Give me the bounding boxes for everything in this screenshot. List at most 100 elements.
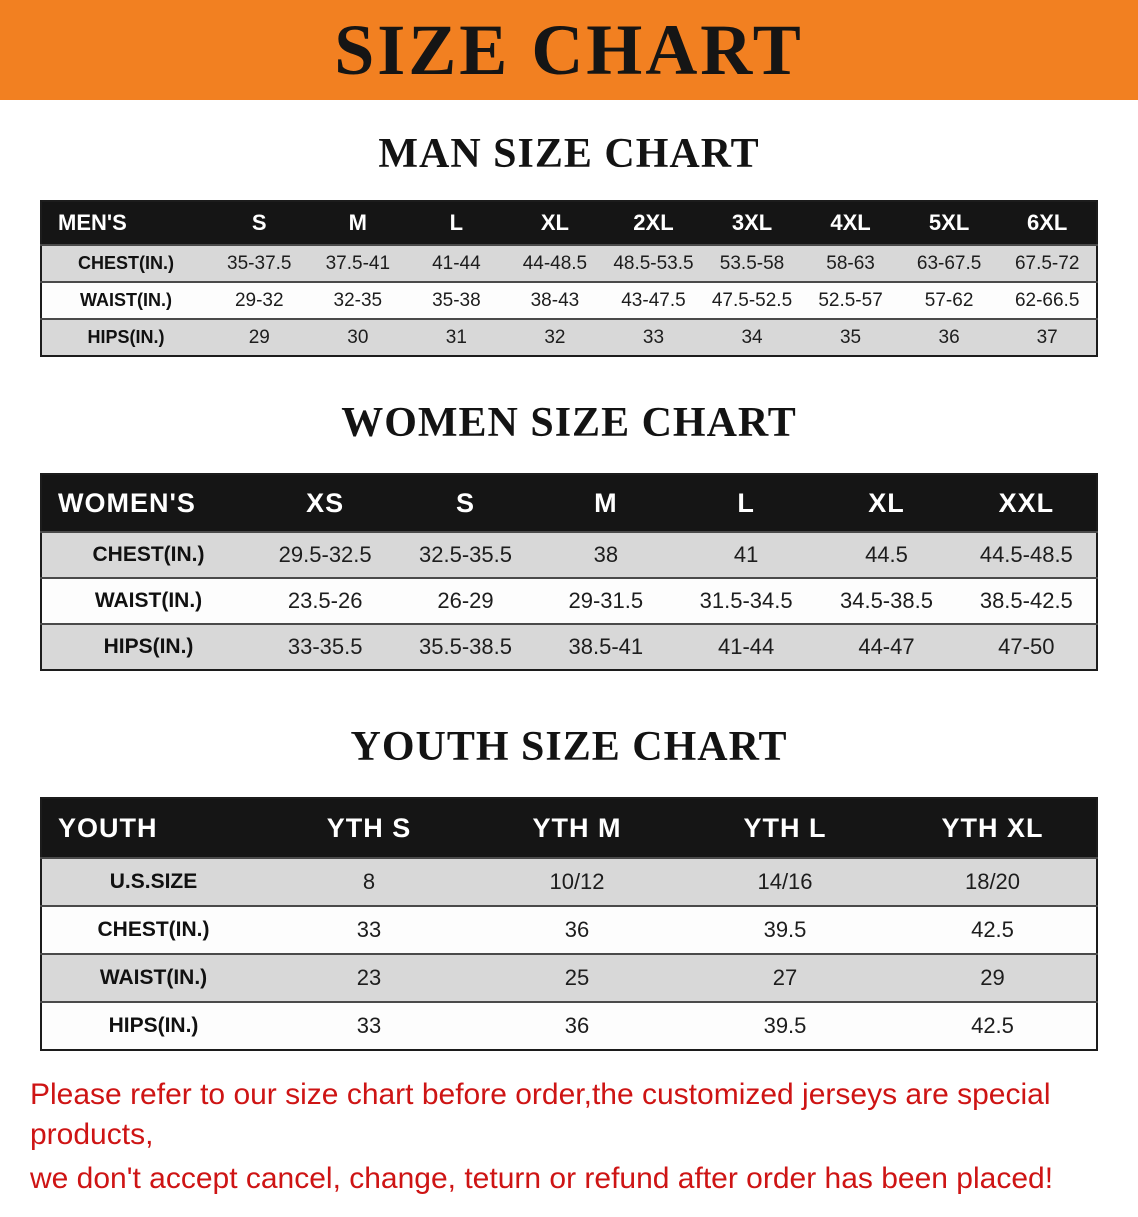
size-value-cell: 35 bbox=[839, 326, 862, 348]
size-header-cell: YTH S bbox=[265, 798, 473, 858]
size-value-cell: 39.5 bbox=[763, 1013, 807, 1038]
size-header-cell: XL bbox=[816, 474, 957, 532]
size-value-cell: 37 bbox=[1036, 326, 1058, 348]
size-value-cell: 52.5-57 bbox=[818, 289, 883, 311]
measurement-row: CHEST(IN.) 35-37.5 37.5-41 41-44 44-48.5 48.5… bbox=[41, 245, 1097, 282]
men-size-section: MAN SIZE CHART MEN'S S M L XL 2XL 3XL 4XL 5XL 6XL C… bbox=[0, 130, 1138, 357]
size-value-cell: 29 bbox=[248, 326, 270, 348]
size-value-cell: 36 bbox=[564, 917, 590, 942]
size-value-cell: 41-44 bbox=[432, 252, 481, 274]
size-header-cell: S bbox=[395, 474, 536, 532]
size-value-cell: 38-43 bbox=[530, 289, 580, 311]
size-value-cell: 10/12 bbox=[549, 869, 605, 894]
measurement-row: CHEST(IN.) 33 36 39.5 42.5 bbox=[41, 906, 1097, 954]
row-label: WAIST(IN.) bbox=[80, 290, 172, 310]
measurement-row: HIPS(IN.) 33 36 39.5 42.5 bbox=[41, 1002, 1097, 1050]
size-value-cell: 44-48.5 bbox=[522, 252, 588, 274]
size-value-cell: 41-44 bbox=[718, 634, 775, 659]
size-value-cell: 31.5-34.5 bbox=[699, 588, 793, 613]
row-label: WAIST(IN.) bbox=[94, 589, 203, 612]
table-header: YOUTH YTH S YTH M YTH L YTH XL bbox=[41, 798, 1097, 858]
size-value-cell: 27 bbox=[772, 965, 798, 990]
header-row: YOUTH YTH S YTH M YTH L YTH XL bbox=[41, 798, 1097, 858]
size-header-cell: XXL bbox=[956, 474, 1097, 532]
size-value-cell: 23 bbox=[356, 965, 382, 990]
youth-section-heading: YOUTH SIZE CHART bbox=[350, 724, 788, 770]
table-body: CHEST(IN.) 35-37.5 37.5-41 41-44 44-48.5 48.5… bbox=[41, 245, 1097, 356]
size-value-cell: 42.5 bbox=[971, 917, 1014, 942]
size-header-cell: L bbox=[675, 474, 817, 532]
footer-note: Please refer to our size chart before or… bbox=[0, 1051, 1138, 1217]
size-value-cell: 39.5 bbox=[763, 917, 807, 942]
size-value-cell: 44-47 bbox=[858, 634, 915, 659]
measurement-row: WAIST(IN.) 23.5-26 26-29 29-31.5 31.5-34.5 34… bbox=[41, 578, 1097, 624]
measurement-row: HIPS(IN.) 29 30 31 32 33 34 35 36 37 bbox=[41, 319, 1097, 356]
size-value-cell: 26-29 bbox=[437, 588, 494, 613]
measurement-row: HIPS(IN.) 33-35.5 35.5-38.5 38.5-41 41-44 44-… bbox=[41, 624, 1097, 670]
size-value-cell: 44.5-48.5 bbox=[979, 542, 1073, 567]
size-value-cell: 29-32 bbox=[234, 289, 284, 311]
size-value-cell: 62-66.5 bbox=[1014, 289, 1080, 311]
header-row: MEN'S S M L XL 2XL 3XL 4XL 5XL 6XL bbox=[41, 201, 1097, 245]
size-header-cell: 3XL bbox=[702, 201, 802, 245]
page-title: SIZE CHART bbox=[334, 9, 804, 90]
size-value-cell: 44.5 bbox=[865, 542, 908, 567]
row-label: WAIST(IN.) bbox=[99, 966, 208, 989]
size-value-cell: 8 bbox=[362, 869, 376, 894]
size-value-cell: 57-62 bbox=[924, 289, 974, 311]
size-header-cell: XL bbox=[505, 201, 605, 245]
header-row: WOMEN'S XS S M L XL XXL bbox=[41, 474, 1097, 532]
size-value-cell: 32 bbox=[544, 326, 566, 348]
size-value-cell: 30 bbox=[347, 326, 369, 348]
measurement-row: CHEST(IN.) 29.5-32.5 32.5-35.5 38 41 44.5 44.5… bbox=[41, 532, 1097, 578]
size-value-cell: 41 bbox=[733, 542, 759, 567]
note-line: we don't accept cancel, change, teturn o… bbox=[30, 1162, 1054, 1195]
table-header: MEN'S S M L XL 2XL 3XL 4XL 5XL 6XL bbox=[41, 201, 1097, 245]
size-chart-sections: MAN SIZE CHART MEN'S S M L XL 2XL 3XL 4XL 5XL 6XL C… bbox=[0, 130, 1138, 1051]
note-line: Please refer to our size chart before or… bbox=[30, 1078, 1051, 1151]
size-value-cell: 42.5 bbox=[971, 1013, 1014, 1038]
row-label: HIPS(IN.) bbox=[103, 635, 194, 658]
table-body: CHEST(IN.) 29.5-32.5 32.5-35.5 38 41 44.5 44.5… bbox=[41, 532, 1097, 670]
size-header-cell: M bbox=[535, 474, 676, 532]
size-value-cell: 67.5-72 bbox=[1014, 252, 1080, 274]
women-size-section: WOMEN SIZE CHART WOMEN'S XS S M L XL XXL CHEST(I… bbox=[0, 399, 1138, 671]
table-title-cell: MEN'S bbox=[41, 201, 210, 245]
size-value-cell: 33 bbox=[356, 917, 382, 942]
youth-size-table: YOUTH YTH S YTH M YTH L YTH XL U.S.SIZE 8 10/12… bbox=[40, 797, 1098, 1051]
measurement-row: WAIST(IN.) 29-32 32-35 35-38 38-43 43-47.5 47.… bbox=[41, 282, 1097, 319]
row-label: U.S.SIZE bbox=[109, 870, 198, 893]
size-value-cell: 35.5-38.5 bbox=[419, 634, 512, 659]
size-value-cell: 18/20 bbox=[964, 869, 1021, 894]
size-header-cell: S bbox=[210, 201, 309, 245]
row-label: CHEST(IN.) bbox=[92, 543, 205, 566]
row-label: HIPS(IN.) bbox=[87, 327, 165, 347]
youth-size-section: YOUTH SIZE CHART YOUTH YTH S YTH M YTH L YTH … bbox=[0, 723, 1138, 1051]
mens-size-table: MEN'S S M L XL 2XL 3XL 4XL 5XL 6XL CHEST(IN.) 35-37… bbox=[40, 200, 1098, 357]
size-value-cell: 33 bbox=[356, 1013, 382, 1038]
size-value-cell: 38.5-42.5 bbox=[979, 588, 1073, 613]
size-value-cell: 48.5-53.5 bbox=[613, 252, 694, 274]
size-value-cell: 38 bbox=[593, 542, 619, 567]
size-value-cell: 35-38 bbox=[432, 289, 481, 311]
size-header-cell: L bbox=[407, 201, 506, 245]
table-body: U.S.SIZE 8 10/12 14/16 18/20 CHEST(IN.) 33 36 39… bbox=[41, 858, 1097, 1050]
banner: SIZE CHART bbox=[0, 0, 1138, 100]
table-title-cell: YOUTH bbox=[41, 798, 265, 858]
size-value-cell: 29 bbox=[980, 965, 1005, 990]
womens-size-table: WOMEN'S XS S M L XL XXL CHEST(IN.) 29.5-32.5 32.5… bbox=[40, 473, 1098, 671]
size-value-cell: 33-35.5 bbox=[287, 634, 363, 659]
size-value-cell: 32.5-35.5 bbox=[419, 542, 512, 567]
table-header: WOMEN'S XS S M L XL XXL bbox=[41, 474, 1097, 532]
size-value-cell: 43-47.5 bbox=[621, 289, 686, 311]
men-section-heading: MAN SIZE CHART bbox=[378, 131, 760, 177]
size-header-cell: 4XL bbox=[801, 201, 900, 245]
row-label: CHEST(IN.) bbox=[78, 253, 174, 273]
size-value-cell: 23.5-26 bbox=[287, 588, 363, 613]
size-value-cell: 29.5-32.5 bbox=[278, 542, 372, 567]
size-value-cell: 47-50 bbox=[998, 634, 1055, 659]
measurement-row: U.S.SIZE 8 10/12 14/16 18/20 bbox=[41, 858, 1097, 906]
size-header-cell: 6XL bbox=[998, 201, 1097, 245]
size-value-cell: 36 bbox=[938, 326, 960, 348]
row-label: HIPS(IN.) bbox=[108, 1014, 199, 1037]
